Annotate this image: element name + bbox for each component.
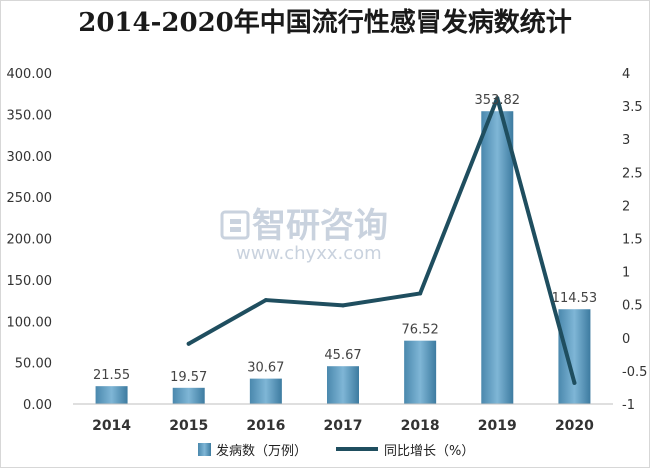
y-right-tick: 3 (622, 133, 630, 148)
y-axis-right: -1 -0.5 0 0.5 1 1.5 2 2.5 3 3.5 4 (622, 67, 647, 413)
y-left-tick: 250.00 (7, 191, 53, 206)
y-right-tick: 0 (622, 332, 630, 347)
data-labels: 21.55 19.57 30.67 45.67 76.52 353.82 114.53 (93, 93, 597, 385)
watermark-logo-icon (220, 210, 250, 240)
y-right-tick: 2 (622, 199, 630, 214)
y-left-tick: 50.00 (15, 357, 52, 372)
x-tick: 2020 (555, 418, 594, 434)
watermark: 智研咨询 www.chyxx.com (220, 206, 388, 264)
bar-2016 (249, 378, 282, 404)
x-tick: 2019 (478, 418, 517, 434)
growth-point-2020 (572, 380, 577, 385)
watermark-url: www.chyxx.com (236, 243, 382, 264)
growth-point-2016 (263, 298, 268, 303)
bar-2019 (481, 111, 514, 404)
bar-2014 (95, 386, 128, 404)
growth-point-2015 (186, 341, 191, 346)
chart-title: 2014-2020年中国流行性感冒发病数统计 (78, 7, 572, 38)
y-right-tick: -1 (622, 398, 635, 413)
x-tick: 2018 (401, 418, 440, 434)
y-right-tick: 4 (622, 67, 630, 82)
y-axis-left: 0.00 50.00 100.00 150.00 200.00 250.00 300.00 3… (7, 67, 53, 413)
growth-point-2018 (418, 291, 423, 296)
x-tick: 2017 (324, 418, 363, 434)
legend-swatch-bar (198, 443, 211, 456)
growth-point-2017 (341, 303, 345, 308)
y-left-tick: 350.00 (7, 108, 53, 123)
data-label-2019: 353.82 (475, 93, 521, 108)
bar-series (95, 111, 591, 404)
y-right-tick: 1 (622, 266, 630, 281)
y-left-tick: 100.00 (7, 315, 53, 330)
y-left-tick: 300.00 (7, 150, 53, 165)
watermark-brand: 智研咨询 (252, 206, 388, 246)
data-label-2016: 30.67 (247, 361, 284, 376)
data-label-2017: 45.67 (324, 348, 361, 363)
bar-2020 (558, 309, 591, 404)
bar-2017 (327, 366, 359, 404)
data-label-2018: 76.52 (402, 323, 439, 338)
y-left-tick: 400.00 (7, 67, 53, 82)
x-tick: 2014 (92, 418, 131, 434)
line-series (186, 96, 577, 385)
y-right-tick: 3.5 (622, 100, 643, 115)
x-axis: 2014 2015 2016 2017 2018 2019 2020 (92, 418, 594, 434)
y-left-tick: 200.00 (7, 233, 53, 248)
y-right-tick: 0.5 (622, 299, 643, 314)
x-tick: 2016 (246, 418, 285, 434)
y-left-tick: 150.00 (7, 274, 53, 289)
legend: 发病数（万例） 同比增长（%） (198, 443, 474, 459)
x-tick: 2015 (169, 418, 208, 434)
y-right-tick: -0.5 (622, 365, 647, 380)
y-right-tick: 2.5 (622, 166, 643, 181)
growth-point-2019 (495, 96, 500, 101)
bar-2018 (404, 340, 437, 404)
legend-label-bar: 发病数（万例） (216, 443, 307, 459)
y-right-tick: 1.5 (622, 233, 643, 248)
data-label-2015: 19.57 (170, 370, 207, 385)
growth-line (186, 96, 577, 385)
data-label-2014: 21.55 (93, 368, 130, 383)
bar-2015 (172, 387, 205, 404)
data-label-2020: 114.53 (552, 291, 598, 306)
legend-label-line: 同比增长（%） (384, 444, 474, 459)
y-left-tick: 0.00 (23, 398, 52, 413)
